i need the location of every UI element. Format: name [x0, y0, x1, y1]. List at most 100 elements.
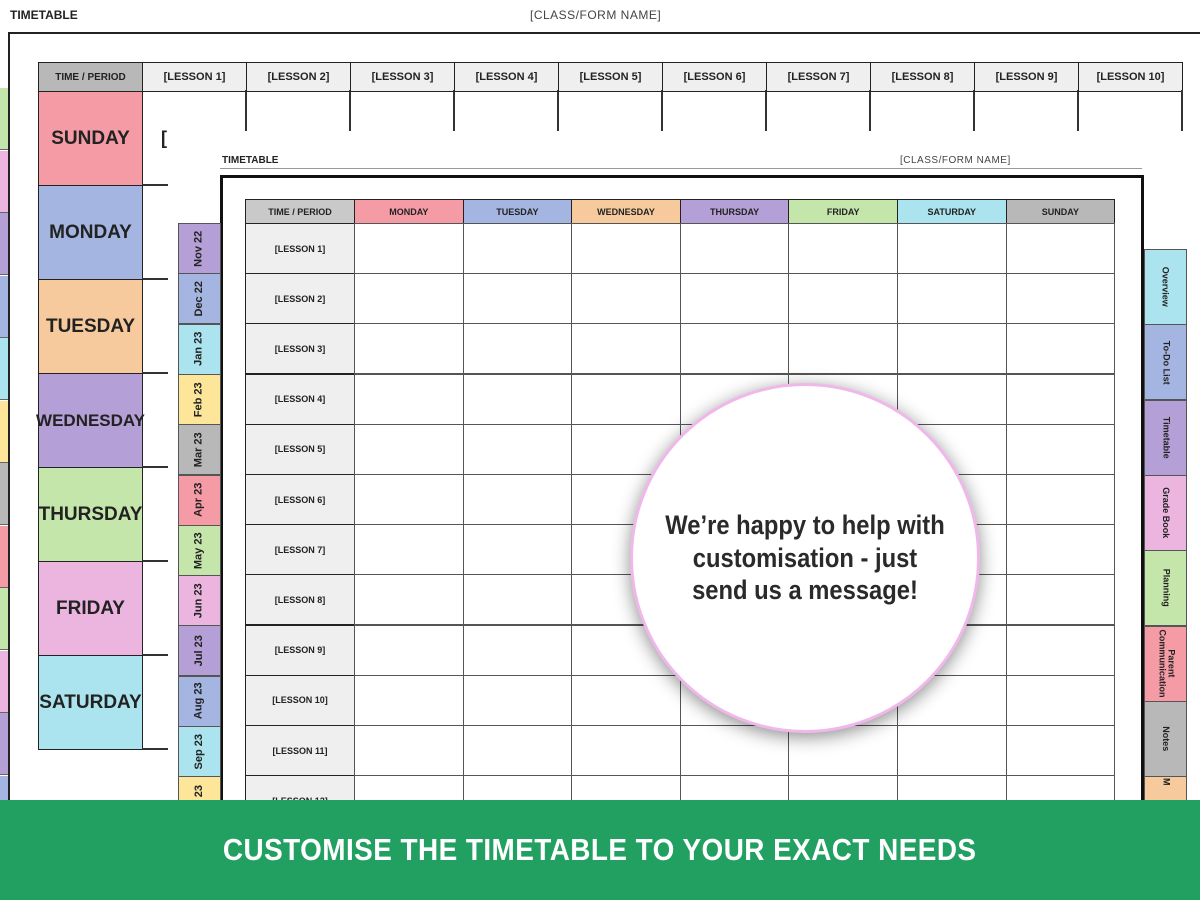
- timetable-cell[interactable]: [462, 725, 573, 776]
- timetable-cell[interactable]: [788, 725, 898, 776]
- timetable-cell[interactable]: [354, 725, 464, 776]
- timetable-cell[interactable]: [1005, 423, 1116, 475]
- timetable-cell[interactable]: [1005, 223, 1116, 274]
- timetable-cell[interactable]: [354, 223, 464, 274]
- month-tab[interactable]: Sep 23: [178, 726, 221, 777]
- back-grid-line: [453, 90, 455, 132]
- back-lesson-header: [LESSON 3]: [350, 62, 455, 92]
- back-row-line: [142, 466, 168, 468]
- timetable-cell[interactable]: [679, 223, 790, 274]
- timetable-cell[interactable]: [462, 273, 573, 325]
- edge-tab[interactable]: [0, 150, 8, 213]
- timetable-cell[interactable]: [679, 725, 790, 776]
- month-tab[interactable]: Jan 23: [178, 323, 221, 375]
- front-lesson-label: [LESSON 4]: [245, 373, 355, 425]
- month-tab-label: Jun 23: [192, 583, 205, 619]
- section-tab-timetable[interactable]: Timetable: [1144, 399, 1187, 476]
- timetable-cell[interactable]: [354, 423, 464, 475]
- timetable-cell[interactable]: [679, 323, 790, 375]
- month-tab[interactable]: Jun 23: [178, 575, 221, 627]
- timetable-cell[interactable]: [462, 223, 573, 274]
- timetable-cell[interactable]: [354, 674, 464, 726]
- timetable-cell[interactable]: [1005, 674, 1116, 726]
- front-day-header: THURSDAY: [679, 199, 790, 224]
- front-page-rule: [220, 168, 1142, 169]
- timetable-cell[interactable]: [1005, 373, 1116, 425]
- timetable-cell[interactable]: [1005, 725, 1116, 776]
- section-tab-to-do-list[interactable]: To-Do List: [1144, 324, 1187, 401]
- month-tab[interactable]: Apr 23: [178, 474, 221, 526]
- timetable-cell[interactable]: [571, 323, 681, 375]
- timetable-cell[interactable]: [354, 574, 464, 626]
- back-row-line: [142, 372, 168, 374]
- timetable-cell[interactable]: [1005, 574, 1116, 626]
- timetable-cell[interactable]: [897, 323, 1007, 375]
- front-lesson-label: [LESSON 8]: [245, 574, 355, 626]
- edge-tab[interactable]: [0, 400, 8, 463]
- month-tab[interactable]: Mar 23: [178, 424, 221, 476]
- timetable-cell[interactable]: [462, 674, 573, 726]
- timetable-cell[interactable]: [462, 323, 573, 375]
- timetable-cell[interactable]: [788, 323, 898, 375]
- timetable-cell[interactable]: [571, 373, 681, 425]
- timetable-cell[interactable]: [462, 373, 573, 425]
- timetable-cell[interactable]: [462, 524, 573, 576]
- edge-tab[interactable]: [0, 463, 8, 525]
- back-cell-fragment: [: [161, 128, 167, 148]
- section-tab-planning[interactable]: Planning: [1144, 550, 1187, 627]
- timetable-cell[interactable]: [354, 273, 464, 325]
- timetable-cell[interactable]: [571, 273, 681, 325]
- section-tab-parent-communication[interactable]: Parent Communication: [1144, 625, 1187, 702]
- month-tab[interactable]: Dec 22: [178, 273, 221, 325]
- month-tab[interactable]: Aug 23: [178, 675, 221, 727]
- back-grid-line: [869, 90, 871, 132]
- edge-tab[interactable]: [0, 213, 8, 275]
- month-tab-label: May 23: [192, 531, 205, 569]
- timetable-cell[interactable]: [462, 423, 573, 475]
- month-tab[interactable]: Jul 23: [178, 625, 221, 677]
- month-tab-label: Sep 23: [192, 733, 205, 770]
- edge-tab[interactable]: [0, 713, 8, 775]
- timetable-cell[interactable]: [897, 725, 1007, 776]
- timetable-cell[interactable]: [1005, 273, 1116, 325]
- timetable-cell[interactable]: [679, 273, 790, 325]
- edge-tab[interactable]: [0, 338, 8, 400]
- edge-tab[interactable]: [0, 525, 8, 588]
- month-tab[interactable]: Nov 22: [178, 223, 221, 274]
- section-tab-grade-book[interactable]: Grade Book: [1144, 474, 1187, 551]
- front-day-header: SUNDAY: [1005, 199, 1116, 224]
- timetable-cell[interactable]: [462, 574, 573, 626]
- timetable-cell[interactable]: [354, 373, 464, 425]
- timetable-cell[interactable]: [897, 223, 1007, 274]
- back-lesson-header: [LESSON 9]: [974, 62, 1079, 92]
- edge-tab[interactable]: [0, 275, 8, 338]
- timetable-cell[interactable]: [571, 725, 681, 776]
- timetable-cell[interactable]: [1005, 323, 1116, 375]
- section-tab-overview[interactable]: Overview: [1144, 249, 1187, 325]
- section-tab-notes[interactable]: Notes: [1144, 700, 1187, 777]
- timetable-cell[interactable]: [571, 223, 681, 274]
- timetable-cell[interactable]: [354, 524, 464, 576]
- timetable-cell[interactable]: [462, 474, 573, 525]
- back-lesson-header: [LESSON 2]: [246, 62, 351, 92]
- month-tab[interactable]: Feb 23: [178, 373, 221, 425]
- timetable-cell[interactable]: [354, 323, 464, 375]
- edge-tab[interactable]: [0, 588, 8, 650]
- front-day-header: FRIDAY: [788, 199, 898, 224]
- timetable-cell[interactable]: [897, 373, 1007, 425]
- timetable-cell[interactable]: [1005, 624, 1116, 676]
- timetable-cell[interactable]: [788, 223, 898, 274]
- edge-tab[interactable]: [0, 650, 8, 713]
- edge-tab[interactable]: [0, 88, 8, 150]
- timetable-cell[interactable]: [354, 624, 464, 676]
- timetable-cell[interactable]: [1005, 524, 1116, 576]
- timetable-cell[interactable]: [788, 273, 898, 325]
- timetable-cell[interactable]: [462, 624, 573, 676]
- month-tab-label: Apr 23: [192, 482, 205, 518]
- timetable-cell[interactable]: [897, 273, 1007, 325]
- timetable-cell[interactable]: [1005, 474, 1116, 525]
- back-lesson-header: [LESSON 8]: [870, 62, 975, 92]
- month-tab[interactable]: May 23: [178, 524, 221, 576]
- timetable-cell[interactable]: [571, 674, 681, 726]
- timetable-cell[interactable]: [354, 474, 464, 525]
